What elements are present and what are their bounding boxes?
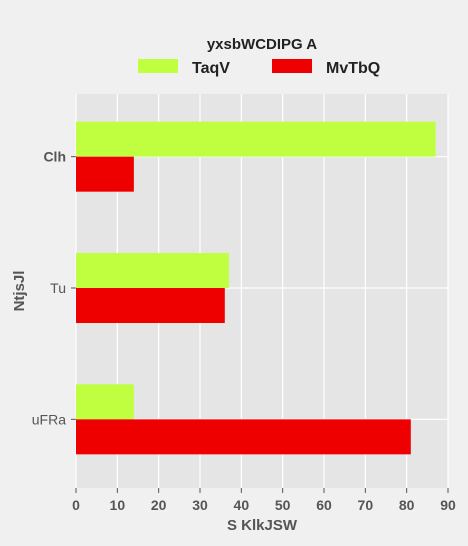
- bars: [76, 121, 436, 455]
- x-tick-label: 20: [151, 497, 167, 513]
- x-tick-label: 10: [110, 497, 126, 513]
- legend-label: MvTbQ: [326, 60, 380, 77]
- bar: [76, 288, 225, 323]
- bar: [76, 156, 134, 192]
- x-tick-label: 60: [316, 497, 332, 513]
- bar: [76, 253, 229, 288]
- legend-label: TaqV: [192, 60, 230, 77]
- bar: [76, 384, 134, 420]
- bar: [76, 419, 411, 455]
- y-tick-label: Tu: [50, 280, 66, 296]
- y-tick-label: uFRa: [32, 411, 66, 427]
- x-tick-label: 30: [192, 497, 208, 513]
- legend-title: yxsbWCDIPG A: [207, 36, 317, 53]
- bar: [76, 121, 436, 157]
- x-axis-label: S KlkJSW: [227, 517, 298, 534]
- legend-swatch: [138, 59, 178, 73]
- legend: yxsbWCDIPG A TaqV MvTbQ: [138, 36, 380, 77]
- x-tick-label: 70: [358, 497, 374, 513]
- x-tick-label: 50: [275, 497, 291, 513]
- x-axis-ticks: 0 10 20 30 40 50 60 70 80 90: [72, 488, 456, 513]
- y-tick-label: Clh: [43, 149, 66, 165]
- y-axis-ticks: Clh Tu uFRa: [32, 149, 76, 427]
- y-axis-label: NtjsJl: [11, 271, 28, 312]
- x-tick-label: 40: [234, 497, 250, 513]
- legend-swatch: [272, 59, 312, 73]
- x-tick-label: 80: [399, 497, 415, 513]
- x-tick-label: 0: [72, 497, 80, 513]
- x-tick-label: 90: [440, 497, 456, 513]
